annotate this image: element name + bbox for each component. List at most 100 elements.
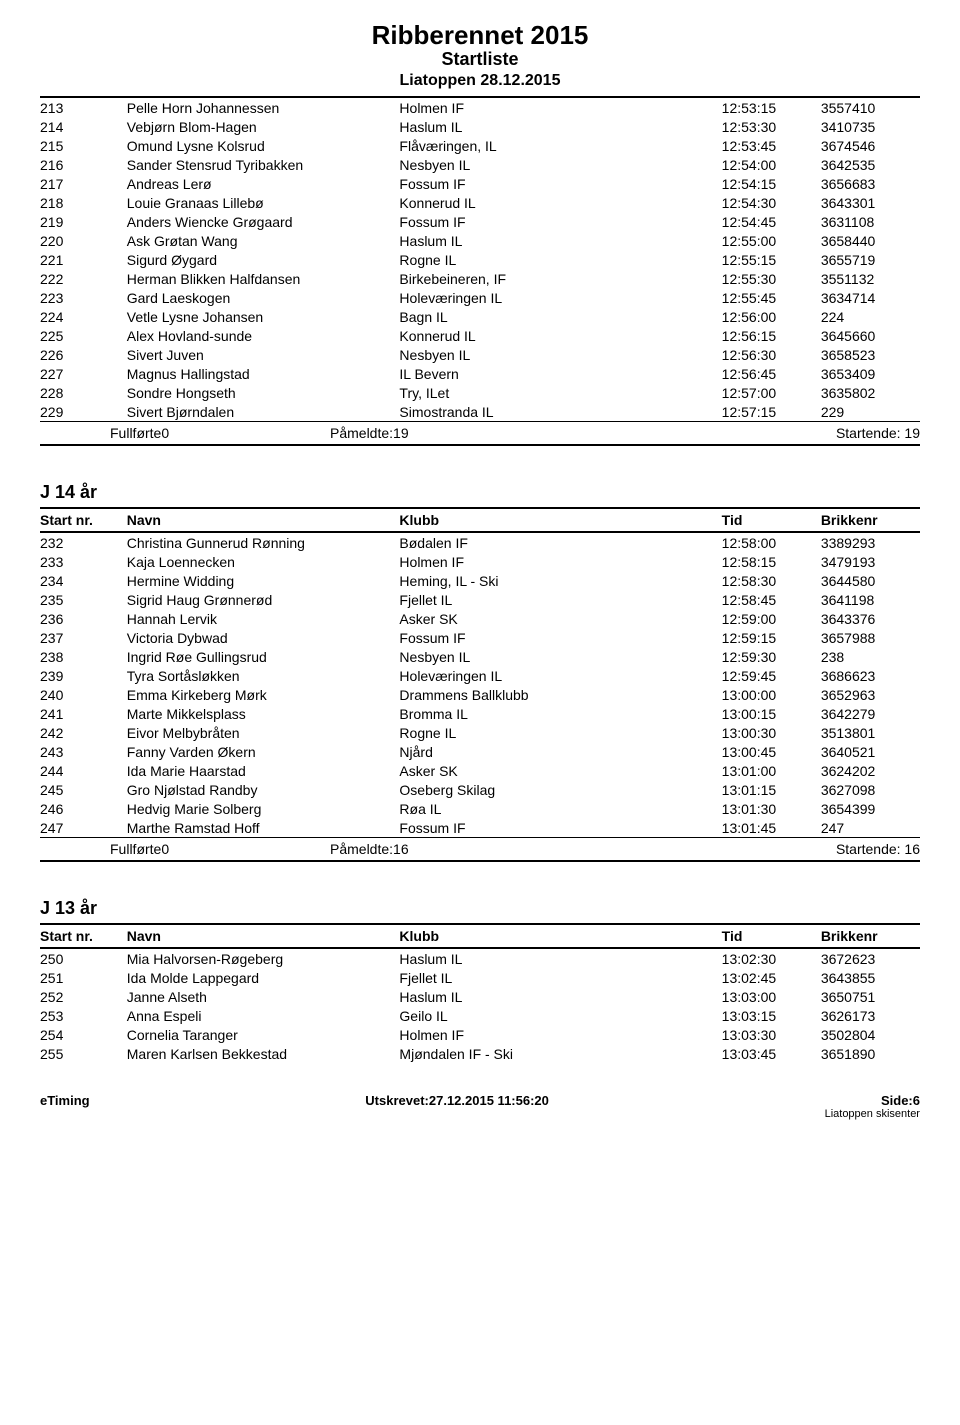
cell-klubb: Holeværingen IL — [399, 666, 721, 685]
col-tid: Tid — [722, 924, 821, 948]
section2-table: Start nr. Navn Klubb Tid Brikkenr 232Chr… — [40, 507, 920, 837]
column-header-row: Start nr. Navn Klubb Tid Brikkenr — [40, 508, 920, 532]
cell-klubb: IL Bevern — [399, 364, 721, 383]
cell-brikkenr: 3645660 — [821, 326, 920, 345]
cell-klubb: Oseberg Skilag — [399, 780, 721, 799]
table-row: 254Cornelia TarangerHolmen IF13:03:30350… — [40, 1025, 920, 1044]
cell-navn: Eivor Melbybråten — [127, 723, 400, 742]
summary-fullforte: Fullførte0 — [110, 422, 330, 444]
cell-startnr: 253 — [40, 1006, 127, 1025]
cell-brikkenr: 3651890 — [821, 1044, 920, 1063]
cell-tid: 13:01:45 — [722, 818, 821, 837]
cell-tid: 12:56:00 — [722, 307, 821, 326]
footer-page: Side:6 — [825, 1093, 920, 1108]
table-row: 216Sander Stensrud TyribakkenNesbyen IL1… — [40, 155, 920, 174]
cell-tid: 12:59:45 — [722, 666, 821, 685]
cell-brikkenr: 229 — [821, 402, 920, 421]
cell-klubb: Holmen IF — [399, 552, 721, 571]
table-row: 235Sigrid Haug GrønnerødFjellet IL12:58:… — [40, 590, 920, 609]
cell-startnr: 220 — [40, 231, 127, 250]
cell-tid: 12:56:15 — [722, 326, 821, 345]
cell-klubb: Geilo IL — [399, 1006, 721, 1025]
table-row: 227Magnus HallingstadIL Bevern12:56:4536… — [40, 364, 920, 383]
table-row: 244Ida Marie HaarstadAsker SK13:01:00362… — [40, 761, 920, 780]
cell-startnr: 250 — [40, 948, 127, 968]
cell-navn: Christina Gunnerud Rønning — [127, 532, 400, 552]
footer-left: eTiming — [40, 1093, 90, 1108]
cell-klubb: Fossum IF — [399, 818, 721, 837]
cell-navn: Janne Alseth — [127, 987, 400, 1006]
cell-tid: 12:58:30 — [722, 571, 821, 590]
cell-brikkenr: 3658523 — [821, 345, 920, 364]
cell-klubb: Fossum IF — [399, 174, 721, 193]
cell-navn: Alex Hovland-sunde — [127, 326, 400, 345]
cell-startnr: 255 — [40, 1044, 127, 1063]
cell-tid: 12:53:30 — [722, 117, 821, 136]
cell-navn: Gro Njølstad Randby — [127, 780, 400, 799]
cell-startnr: 245 — [40, 780, 127, 799]
cell-brikkenr: 3389293 — [821, 532, 920, 552]
cell-klubb: Røa IL — [399, 799, 721, 818]
cell-klubb: Fjellet IL — [399, 590, 721, 609]
col-navn: Navn — [127, 508, 400, 532]
table-row: 237Victoria DybwadFossum IF12:59:1536579… — [40, 628, 920, 647]
cell-navn: Marte Mikkelsplass — [127, 704, 400, 723]
cell-startnr: 228 — [40, 383, 127, 402]
cell-klubb: Mjøndalen IF - Ski — [399, 1044, 721, 1063]
col-startnr: Start nr. — [40, 924, 127, 948]
cell-tid: 12:56:45 — [722, 364, 821, 383]
cell-startnr: 244 — [40, 761, 127, 780]
class-heading-j13: J 13 år — [40, 898, 920, 919]
cell-brikkenr: 3643855 — [821, 968, 920, 987]
cell-startnr: 225 — [40, 326, 127, 345]
cell-startnr: 223 — [40, 288, 127, 307]
table-row: 232Christina Gunnerud RønningBødalen IF1… — [40, 532, 920, 552]
cell-brikkenr: 238 — [821, 647, 920, 666]
cell-tid: 12:56:30 — [722, 345, 821, 364]
cell-tid: 12:54:15 — [722, 174, 821, 193]
cell-brikkenr: 3686623 — [821, 666, 920, 685]
table-row: 218Louie Granaas LillebøKonnerud IL12:54… — [40, 193, 920, 212]
cell-navn: Pelle Horn Johannessen — [127, 98, 400, 117]
cell-klubb: Birkebeineren, IF — [399, 269, 721, 288]
table-row: 219Anders Wiencke GrøgaardFossum IF12:54… — [40, 212, 920, 231]
table-row: 217Andreas LerøFossum IF12:54:153656683 — [40, 174, 920, 193]
cell-tid: 13:00:30 — [722, 723, 821, 742]
cell-klubb: Asker SK — [399, 609, 721, 628]
cell-tid: 13:00:00 — [722, 685, 821, 704]
cell-brikkenr: 3479193 — [821, 552, 920, 571]
cell-klubb: Nesbyen IL — [399, 647, 721, 666]
cell-brikkenr: 3655719 — [821, 250, 920, 269]
table-row: 242Eivor MelbybråtenRogne IL13:00:303513… — [40, 723, 920, 742]
table-row: 233Kaja LoenneckenHolmen IF12:58:1534791… — [40, 552, 920, 571]
table-row: 226Sivert JuvenNesbyen IL12:56:303658523 — [40, 345, 920, 364]
table-row: 229Sivert BjørndalenSimostranda IL12:57:… — [40, 402, 920, 421]
divider — [40, 444, 920, 446]
cell-tid: 12:55:45 — [722, 288, 821, 307]
cell-startnr: 251 — [40, 968, 127, 987]
cell-klubb: Try, ILet — [399, 383, 721, 402]
table-row: 215Omund Lysne KolsrudFlåværingen, IL12:… — [40, 136, 920, 155]
table-row: 251Ida Molde LappegardFjellet IL13:02:45… — [40, 968, 920, 987]
cell-brikkenr: 3627098 — [821, 780, 920, 799]
cell-brikkenr: 3672623 — [821, 948, 920, 968]
cell-tid: 13:03:30 — [722, 1025, 821, 1044]
cell-startnr: 252 — [40, 987, 127, 1006]
cell-startnr: 222 — [40, 269, 127, 288]
cell-startnr: 239 — [40, 666, 127, 685]
cell-startnr: 232 — [40, 532, 127, 552]
cell-startnr: 233 — [40, 552, 127, 571]
cell-navn: Sigrid Haug Grønnerød — [127, 590, 400, 609]
col-brikkenr: Brikkenr — [821, 508, 920, 532]
footer-center: Utskrevet:27.12.2015 11:56:20 — [365, 1093, 549, 1108]
cell-tid: 12:53:45 — [722, 136, 821, 155]
cell-startnr: 229 — [40, 402, 127, 421]
cell-brikkenr: 3634714 — [821, 288, 920, 307]
cell-navn: Gard Laeskogen — [127, 288, 400, 307]
cell-startnr: 235 — [40, 590, 127, 609]
cell-startnr: 224 — [40, 307, 127, 326]
cell-startnr: 219 — [40, 212, 127, 231]
cell-klubb: Rogne IL — [399, 723, 721, 742]
cell-tid: 12:57:00 — [722, 383, 821, 402]
cell-klubb: Holeværingen IL — [399, 288, 721, 307]
